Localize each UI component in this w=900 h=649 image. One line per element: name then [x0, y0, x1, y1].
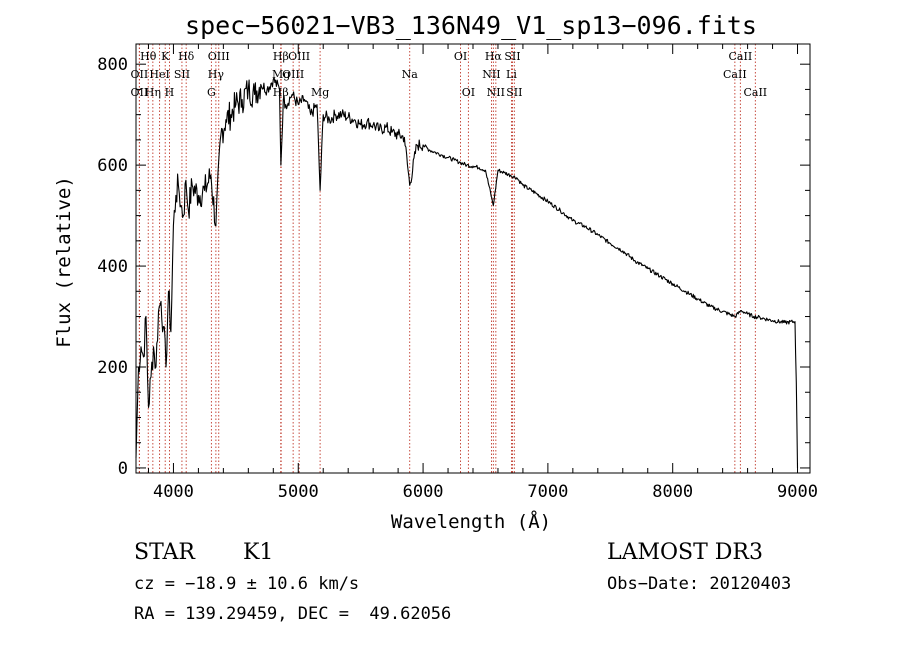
y-axis-label: Flux (relative): [53, 176, 75, 348]
spectral-line-label: Hη: [145, 86, 161, 99]
y-tick-label: 400: [97, 257, 128, 277]
spectral-line-label: OIII: [282, 68, 304, 81]
spectral-line-label: OIII: [288, 50, 310, 63]
spectral-line-label: CaII: [743, 86, 767, 99]
spectral-line-label: Hθ: [140, 50, 157, 63]
survey-name: LAMOST DR3: [607, 540, 763, 565]
spectral-line-label: OIII: [208, 50, 230, 63]
spectral-line-label: Mg: [272, 68, 290, 81]
spectral-line-label: H: [165, 86, 175, 99]
object-type: STAR: [134, 540, 195, 565]
x-tick-label: 6000: [403, 482, 444, 502]
spectral-line-label: Hβ: [273, 50, 289, 63]
spectral-line-label: OI: [462, 86, 475, 99]
coordinates-text: RA = 139.29459, DEC = 49.62056: [134, 604, 452, 624]
spectral-line-label: OII: [131, 68, 149, 81]
spectral-line-label: Hδ: [178, 50, 195, 63]
obs-date-text: Obs−Date: 20120403: [607, 574, 792, 594]
spectral-line-label: Hβ: [273, 86, 289, 99]
spectral-line-label: OII: [131, 86, 149, 99]
plot-frame: [135, 43, 811, 474]
spectral-line-label: Hγ: [208, 68, 225, 81]
spectral-line-label: Li: [506, 68, 517, 81]
spectral-line-label: OI: [454, 50, 467, 63]
spectral-line-label: Mg: [311, 86, 329, 99]
y-axis-ticks: 0 200 400 600 800: [97, 55, 810, 479]
spectral-line-label: SII: [174, 68, 190, 81]
x-tick-label: 5000: [278, 482, 319, 502]
chart-title: spec−56021−VB3_136N49_V1_sp13−096.fits: [185, 11, 757, 40]
spectral-line-label: Hα: [485, 50, 503, 63]
y-tick-label: 600: [97, 156, 128, 176]
x-axis-label: Wavelength (Å): [391, 510, 551, 533]
spectral-line-label: Na: [402, 68, 419, 81]
spectral-line-label: HeI: [149, 68, 169, 81]
spectral-subclass: K1: [243, 540, 274, 565]
spectrum-chart: spec−56021−VB3_136N49_V1_sp13−096.fits H…: [53, 11, 818, 533]
y-tick-label: 0: [118, 459, 128, 479]
x-tick-label: 8000: [652, 482, 693, 502]
redshift-text: cz = −18.9 ± 10.6 km/s: [134, 574, 360, 594]
y-tick-label: 200: [97, 358, 128, 378]
x-tick-label: 7000: [527, 482, 568, 502]
x-axis-ticks: 4000 5000 6000 7000 8000 9000: [147, 44, 818, 502]
emission-line-markers: [138, 44, 756, 473]
spectral-line-label: CaII: [723, 68, 747, 81]
spectral-line-label: G: [207, 86, 216, 99]
spectral-line-label: NII: [487, 86, 505, 99]
spectral-line-label: K: [161, 50, 170, 63]
x-tick-label: 9000: [777, 482, 818, 502]
y-tick-label: 800: [97, 55, 128, 75]
spectral-line-label: SII: [504, 50, 520, 63]
spectral-line-label: NII: [482, 68, 500, 81]
spectral-line-label: CaII: [729, 50, 753, 63]
spectral-line-label: SII: [506, 86, 522, 99]
x-tick-label: 4000: [153, 482, 194, 502]
flux-series-line: [135, 76, 799, 469]
